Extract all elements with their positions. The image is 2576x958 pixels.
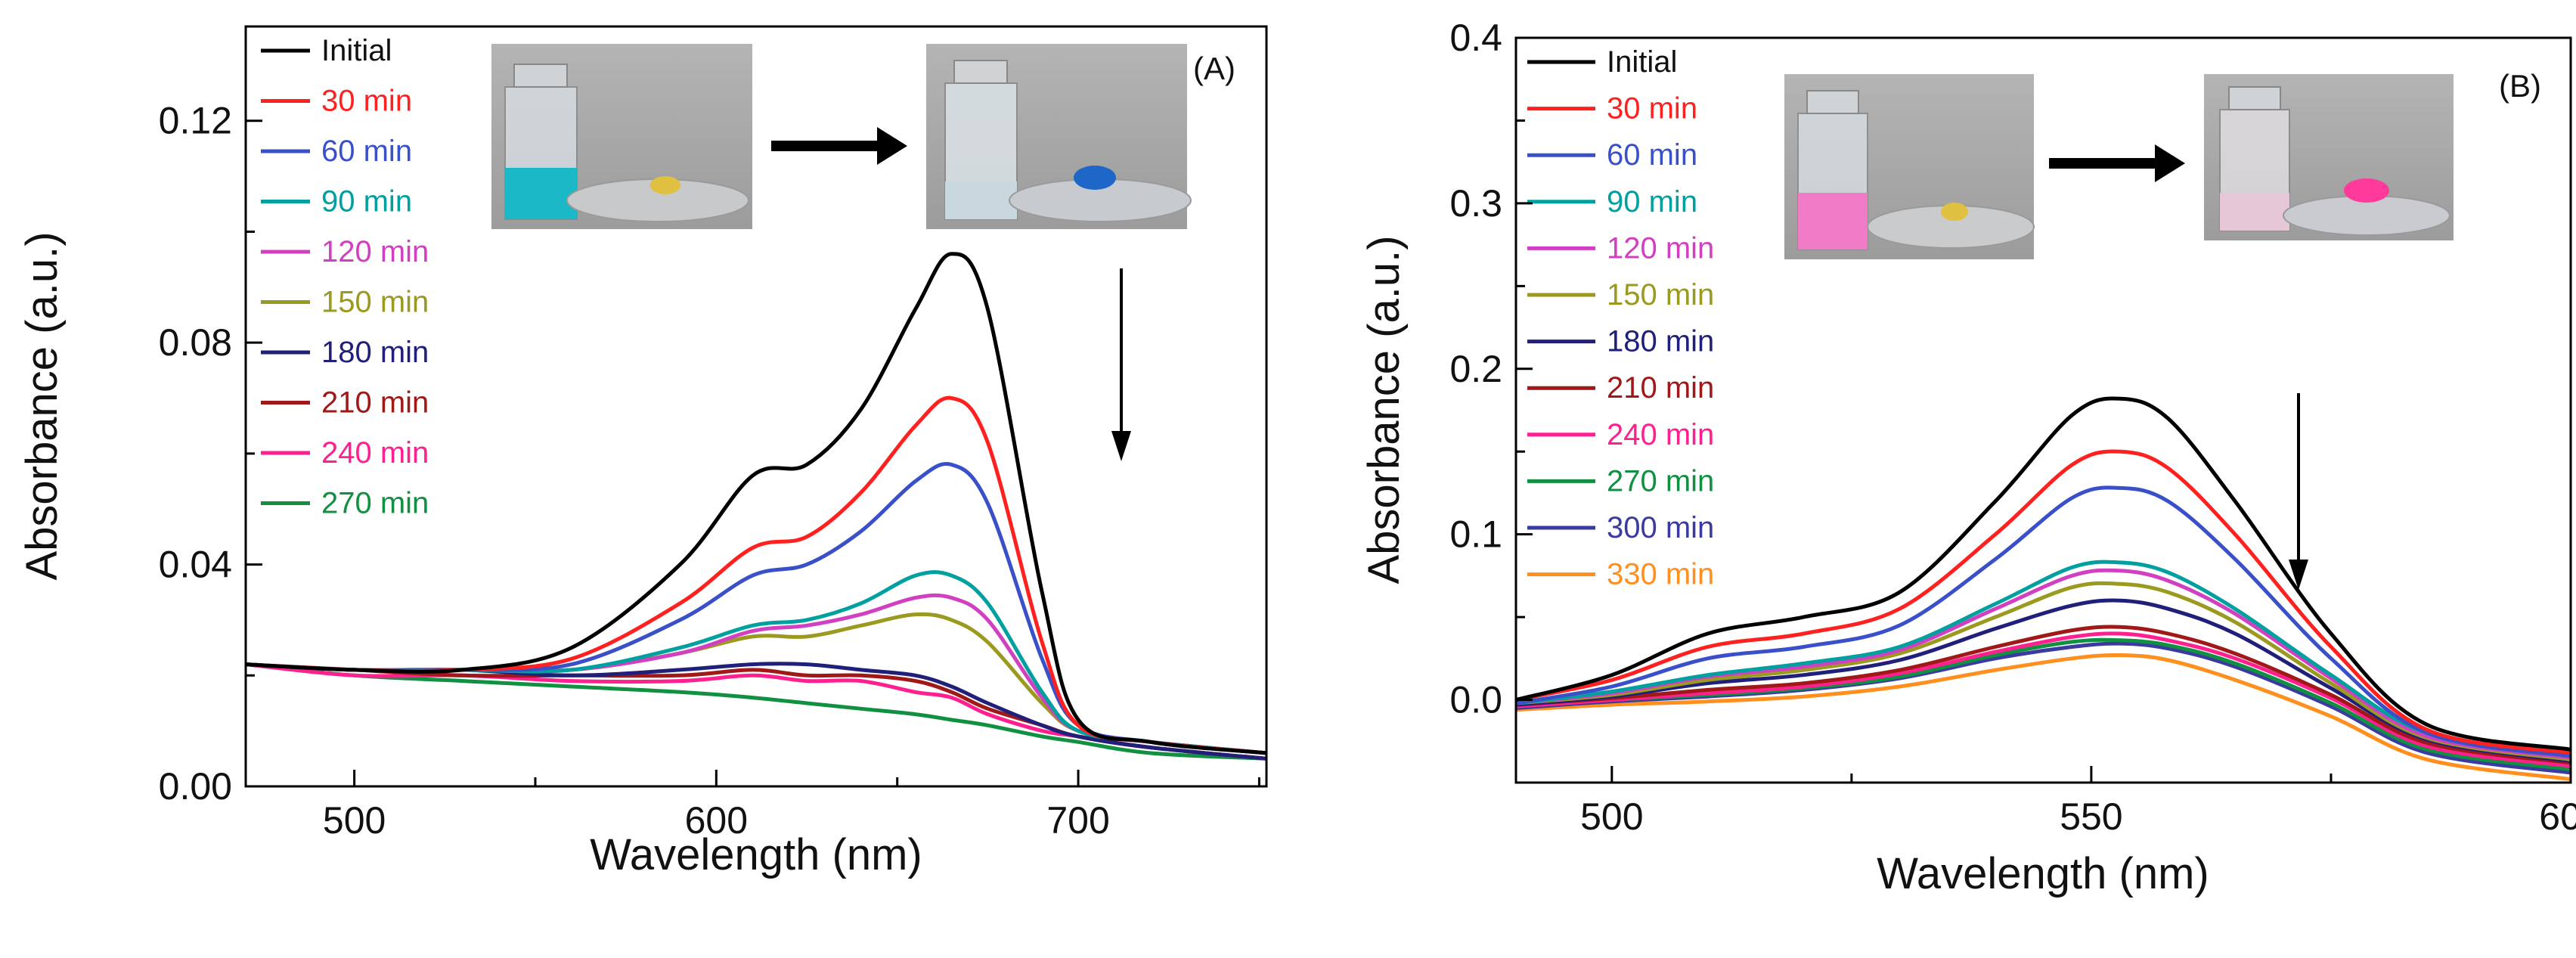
series-line-b-5 xyxy=(1516,581,2571,761)
y-axis-title-a: Absorbance (a.u.) xyxy=(17,231,67,580)
ticks-b: 500 550 600 0.0 0.1 0.2 0.3 0.4 xyxy=(1449,17,2576,838)
legend-label-a-2: 60 min xyxy=(321,135,412,168)
x-tick-label-a: 500 xyxy=(323,799,386,842)
inset-photo-before-a xyxy=(491,44,752,229)
panel-label-a: (A) xyxy=(1193,51,1235,86)
plot-area-b xyxy=(1516,396,2571,782)
legend-b: Initial 30 min 60 min 90 min 120 min 150 min 1… xyxy=(1527,45,1714,591)
series-line-b-6 xyxy=(1516,598,2571,763)
series-line-b-11 xyxy=(1516,653,2571,782)
y-tick-label-b: 0.2 xyxy=(1449,348,1502,390)
legend-label-a-9: 270 min xyxy=(321,487,429,520)
legend-label-b-11: 330 min xyxy=(1607,558,1714,591)
y-tick-label-a: 0.08 xyxy=(159,321,232,364)
legend-label-b-4: 120 min xyxy=(1607,231,1714,265)
legend-label-b-2: 60 min xyxy=(1607,138,1697,172)
series-line-b-1 xyxy=(1516,449,2571,755)
legend-label-a-5: 150 min xyxy=(321,286,429,319)
plot-area-a xyxy=(246,252,1266,761)
y-tick-label-a: 0.00 xyxy=(159,765,232,808)
series-line-b-7 xyxy=(1516,625,2571,765)
series-line-b-3 xyxy=(1516,560,2571,758)
series-line-a-9 xyxy=(246,662,1266,761)
plot-frame-a xyxy=(244,25,1268,788)
plot-frame-b xyxy=(1514,36,2572,784)
x-tick-label-b: 600 xyxy=(2539,795,2576,838)
ticks-a: 500 600 700 0.00 0.04 0.08 0.12 xyxy=(159,100,1260,842)
y-tick-label-a: 0.04 xyxy=(159,544,232,586)
decrease-arrow-b xyxy=(2289,393,2308,590)
x-tick-label-a: 600 xyxy=(685,799,748,842)
panel-label-b: (B) xyxy=(2499,68,2541,104)
series-line-b-2 xyxy=(1516,485,2571,758)
y-tick-label-a: 0.12 xyxy=(159,100,232,142)
x-tick-label-a: 700 xyxy=(1046,799,1109,842)
legend-label-a-0: Initial xyxy=(321,34,392,67)
legend-label-a-6: 180 min xyxy=(321,336,429,369)
legend-label-a-3: 90 min xyxy=(321,185,412,219)
inset-arrow-a xyxy=(771,127,907,165)
legend-label-b-9: 270 min xyxy=(1607,464,1714,498)
panel-a: Initial 30 min 60 min 90 min 120 min 150 min 1… xyxy=(17,25,1268,879)
legend-label-a-8: 240 min xyxy=(321,436,429,470)
legend-label-a-4: 120 min xyxy=(321,235,429,268)
inset-photo-after-b xyxy=(2204,74,2454,240)
legend-label-b-8: 240 min xyxy=(1607,418,1714,451)
decrease-arrow-a xyxy=(1111,268,1131,461)
inset-photo-before-b xyxy=(1784,74,2035,259)
series-line-a-0 xyxy=(246,252,1266,755)
y-axis-title-b: Absorbance (a.u.) xyxy=(1359,235,1409,584)
legend-a: Initial 30 min 60 min 90 min 120 min 150 min 1… xyxy=(261,34,429,520)
y-tick-label-b: 0.1 xyxy=(1449,513,1502,556)
x-tick-label-b: 550 xyxy=(2060,795,2122,838)
x-axis-title-a: Wavelength (nm) xyxy=(590,830,922,879)
panel-b: Initial 30 min 60 min 90 min 120 min 150 min 1… xyxy=(1359,17,2576,898)
legend-label-b-1: 30 min xyxy=(1607,92,1697,126)
y-tick-label-b: 0.4 xyxy=(1449,17,1502,59)
y-tick-label-b: 0.3 xyxy=(1449,182,1502,225)
series-line-b-8 xyxy=(1516,631,2571,768)
legend-label-a-7: 210 min xyxy=(321,386,429,420)
series-line-a-5 xyxy=(246,612,1266,755)
inset-photo-after-a xyxy=(926,44,1192,229)
inset-arrow-b xyxy=(2049,144,2185,182)
legend-label-b-7: 210 min xyxy=(1607,371,1714,405)
legend-label-b-0: Initial xyxy=(1607,45,1677,79)
x-tick-label-b: 500 xyxy=(1580,795,1643,838)
legend-label-b-6: 180 min xyxy=(1607,325,1714,358)
x-axis-title-b: Wavelength (nm) xyxy=(1877,849,2209,898)
series-line-b-0 xyxy=(1516,396,2571,752)
legend-label-b-10: 300 min xyxy=(1607,511,1714,544)
legend-label-a-1: 30 min xyxy=(321,85,412,118)
y-tick-label-b: 0.0 xyxy=(1449,679,1502,721)
legend-label-b-3: 90 min xyxy=(1607,185,1697,219)
legend-label-b-5: 150 min xyxy=(1607,278,1714,312)
